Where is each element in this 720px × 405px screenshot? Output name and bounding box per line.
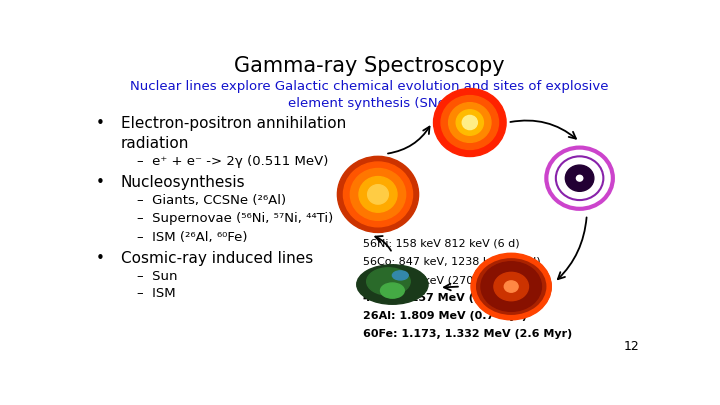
Circle shape	[494, 272, 528, 301]
Text: Electron-positron annihilation: Electron-positron annihilation	[121, 116, 346, 131]
Text: Nucleosynthesis: Nucleosynthesis	[121, 175, 246, 190]
Text: –  Supernovae (⁵⁶Ni, ⁵⁷Ni, ⁴⁴Ti): – Supernovae (⁵⁶Ni, ⁵⁷Ni, ⁴⁴Ti)	[138, 212, 333, 225]
Circle shape	[441, 96, 498, 149]
Text: –  e⁺ + e⁻ -> 2γ (0.511 MeV): – e⁺ + e⁻ -> 2γ (0.511 MeV)	[138, 155, 329, 168]
Circle shape	[565, 165, 594, 191]
Circle shape	[456, 110, 483, 135]
Circle shape	[472, 254, 551, 319]
Circle shape	[462, 115, 477, 130]
Text: 56Co: 847 keV, 1238 keV (77 d): 56Co: 847 keV, 1238 keV (77 d)	[364, 257, 541, 267]
Text: •: •	[96, 116, 104, 131]
Text: •: •	[96, 251, 104, 266]
Text: Nuclear lines explore Galactic chemical evolution and sites of explosive: Nuclear lines explore Galactic chemical …	[130, 80, 608, 93]
Circle shape	[481, 262, 541, 311]
Text: •: •	[96, 175, 104, 190]
Circle shape	[449, 103, 491, 143]
Ellipse shape	[380, 283, 405, 298]
Text: 57Co: 122 keV (270 d): 57Co: 122 keV (270 d)	[364, 275, 489, 285]
Ellipse shape	[392, 271, 408, 280]
Text: 56Ni: 158 keV 812 keV (6 d): 56Ni: 158 keV 812 keV (6 d)	[364, 239, 520, 249]
Text: –  ISM: – ISM	[138, 287, 176, 300]
Text: 44Ti: 1.157 MeV (78 yr): 44Ti: 1.157 MeV (78 yr)	[364, 293, 511, 303]
Circle shape	[359, 177, 397, 212]
Text: 12: 12	[624, 340, 639, 353]
Circle shape	[338, 156, 418, 232]
Circle shape	[368, 185, 388, 204]
Text: Cosmic-ray induced lines: Cosmic-ray induced lines	[121, 251, 313, 266]
Text: 26Al: 1.809 MeV (0.7 Myr): 26Al: 1.809 MeV (0.7 Myr)	[364, 311, 528, 321]
Text: radiation: radiation	[121, 136, 189, 151]
Text: Gamma-ray Spectroscopy: Gamma-ray Spectroscopy	[234, 56, 504, 77]
Circle shape	[343, 162, 413, 227]
Text: –  ISM (²⁶Al, ⁶⁰Fe): – ISM (²⁶Al, ⁶⁰Fe)	[138, 231, 248, 244]
Ellipse shape	[366, 268, 410, 295]
Circle shape	[351, 168, 405, 220]
Text: element synthesis (SNe): element synthesis (SNe)	[287, 97, 451, 110]
Text: –  Giants, CCSNe (²⁶Al): – Giants, CCSNe (²⁶Al)	[138, 194, 287, 207]
Circle shape	[504, 281, 518, 292]
Circle shape	[577, 175, 582, 181]
Text: –  Sun: – Sun	[138, 270, 178, 283]
Text: 60Fe: 1.173, 1.332 MeV (2.6 Myr): 60Fe: 1.173, 1.332 MeV (2.6 Myr)	[364, 329, 572, 339]
Ellipse shape	[357, 265, 428, 304]
Circle shape	[433, 89, 506, 157]
